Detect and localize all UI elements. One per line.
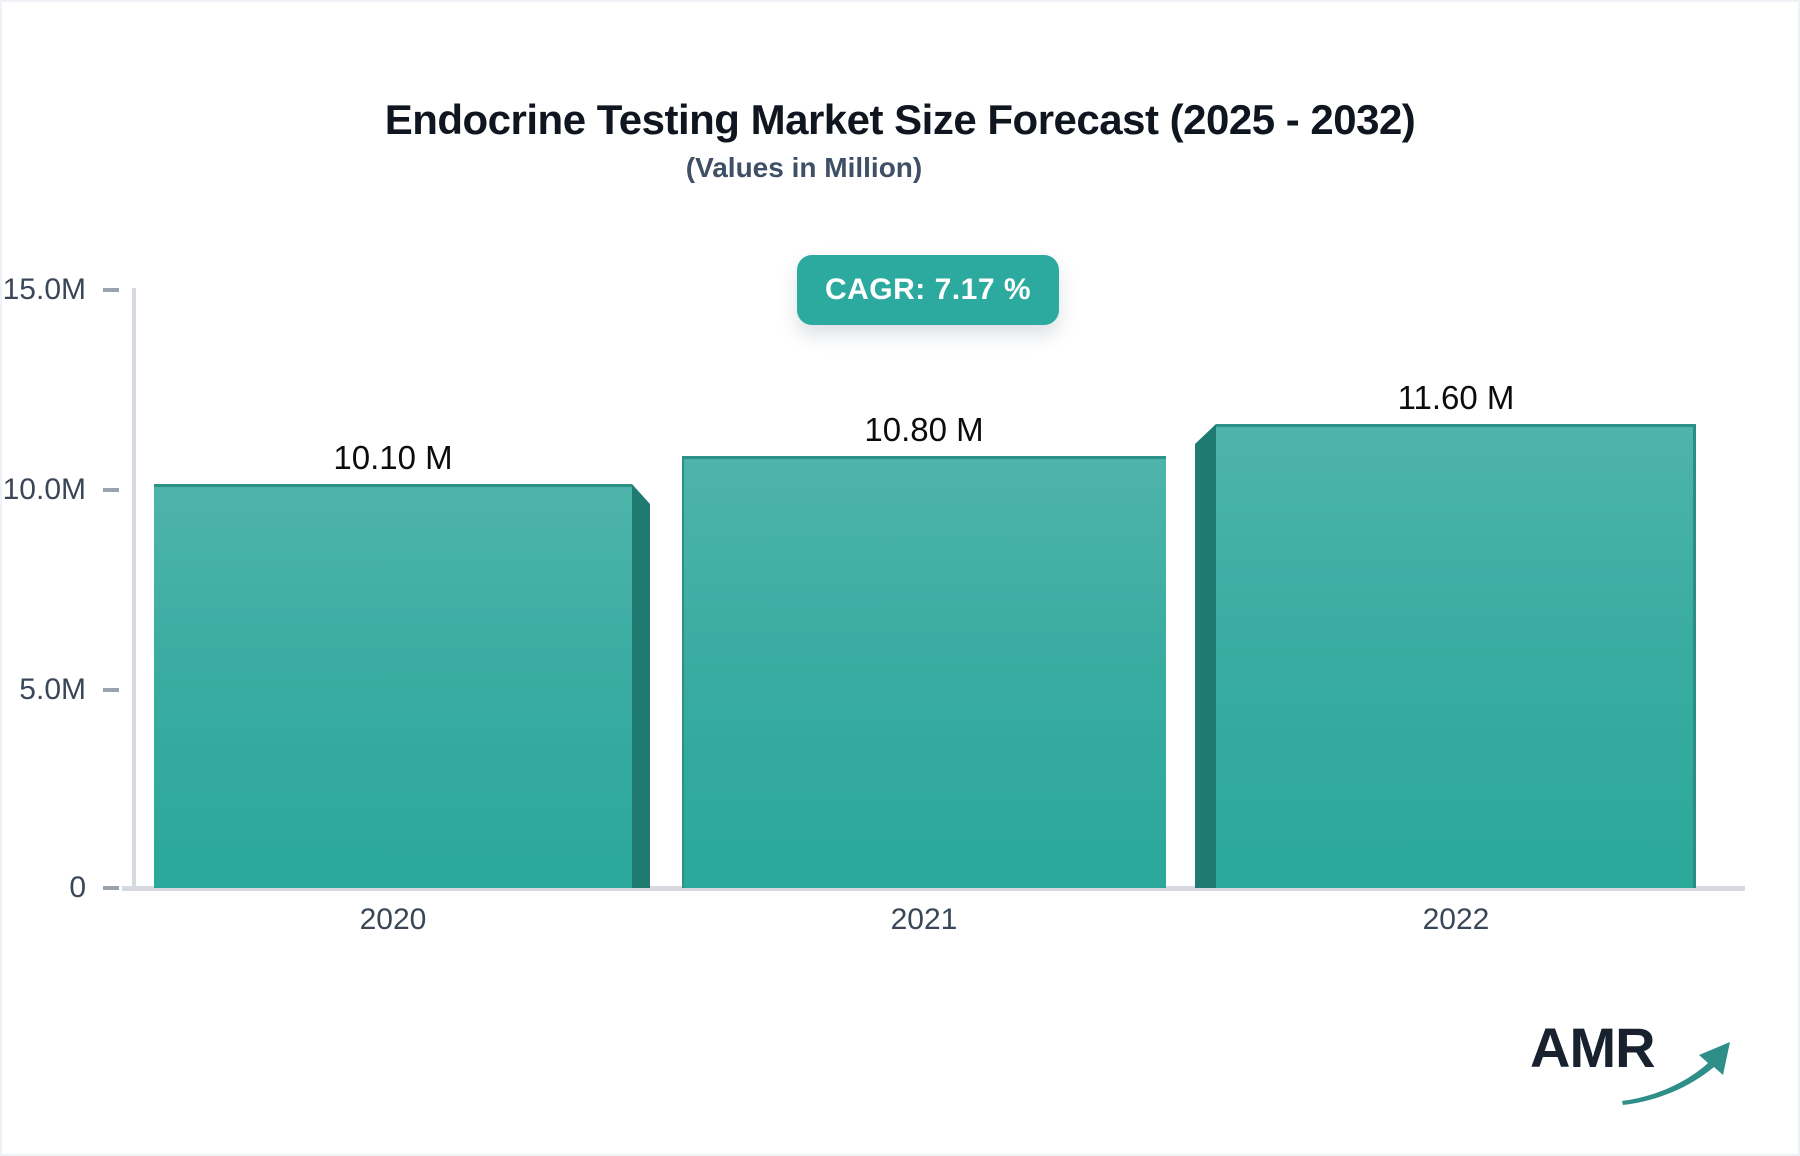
chart-subtitle: (Values in Million) (685, 152, 923, 183)
bar-2020[interactable] (154, 484, 632, 888)
x-label-2021: 2021 (890, 903, 958, 936)
y-tick-label-5m: 5.0M (19, 673, 86, 706)
x-label-2022: 2022 (1422, 903, 1490, 936)
y-tick-label-10m: 10.0M (2, 473, 86, 506)
cagr-badge: CAGR: 7.17 % (797, 255, 1059, 325)
y-tick-mark-0 (103, 886, 119, 890)
bar-value-2022: 11.60 M (1397, 379, 1515, 416)
amr-logo-text: AMR (1530, 1016, 1656, 1079)
bar-value-2020: 10.10 M (333, 439, 453, 476)
bar-2022-side-panel (1195, 424, 1216, 888)
y-tick-label-15m: 15.0M (2, 273, 86, 306)
y-tick-mark-10m (103, 488, 119, 492)
y-axis-line (132, 288, 136, 891)
x-axis-line (122, 886, 1745, 891)
bar-2021[interactable] (682, 456, 1166, 888)
y-tick-label-0: 0 (69, 871, 86, 904)
amr-logo-arrow-icon (1622, 1042, 1730, 1105)
chart-title: Endocrine Testing Market Size Forecast (… (384, 96, 1416, 143)
x-label-2020: 2020 (359, 903, 427, 936)
bar-2020-side-panel (632, 484, 650, 888)
bar-value-2021: 10.80 M (864, 411, 984, 448)
y-tick-mark-5m (103, 688, 119, 692)
amr-logo: AMR (1502, 1007, 1762, 1117)
bar-2022[interactable] (1216, 424, 1696, 888)
y-tick-mark-15m (103, 288, 119, 292)
